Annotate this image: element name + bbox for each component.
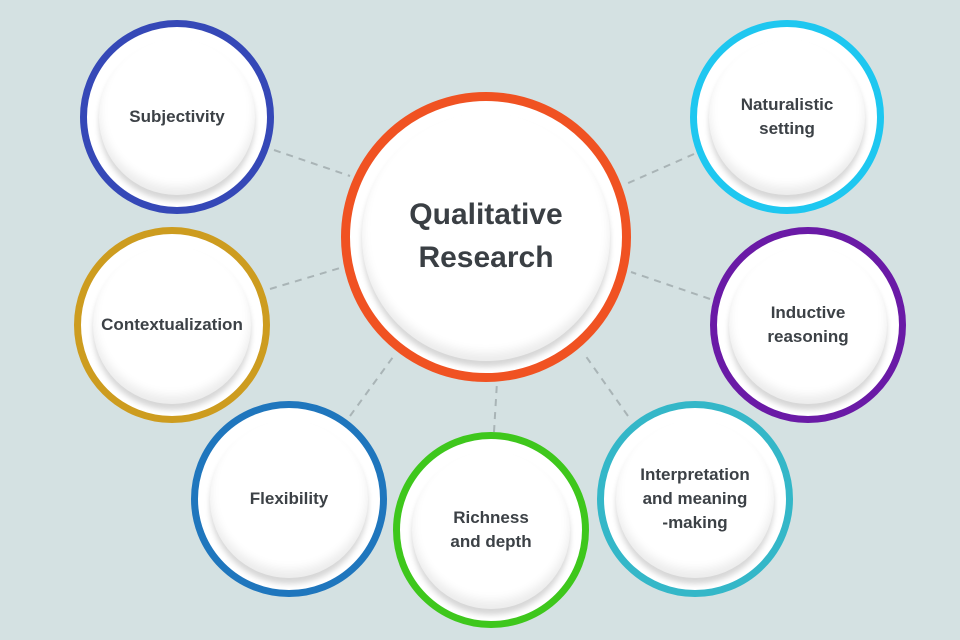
node-face: Interpretation and meaning -making: [616, 420, 774, 578]
connector-inductive: [630, 271, 711, 300]
node-richness-and-depth: Richness and depth: [393, 432, 589, 628]
hub-face: Qualitative Research: [362, 113, 610, 361]
node-naturalistic-setting: Naturalistic setting: [690, 20, 884, 214]
connector-contextualization: [269, 267, 341, 290]
node-label-naturalistic: Naturalistic setting: [740, 94, 834, 138]
node-face: Subjectivity: [99, 39, 255, 195]
node-face: Flexibility: [210, 420, 368, 578]
node-face: Inductive reasoning: [729, 246, 887, 404]
connector-flexibility: [349, 356, 394, 417]
node-contextualization: Contextualization: [74, 227, 270, 423]
connector-naturalistic: [625, 153, 695, 185]
node-interpretation: Interpretation and meaning -making: [597, 401, 793, 597]
hub-title: Qualitative Research: [409, 198, 563, 274]
connector-interpretation: [584, 354, 629, 417]
node-inductive-reasoning: Inductive reasoning: [710, 227, 906, 423]
node-label-interpretation: Interpretation and meaning -making: [640, 464, 750, 533]
node-label-contextualization: Contextualization: [101, 314, 243, 334]
node-label-subjectivity: Subjectivity: [129, 106, 225, 126]
node-subjectivity: Subjectivity: [80, 20, 274, 214]
node-face: Contextualization: [93, 246, 251, 404]
qualitative-research-hub: Qualitative Research: [341, 92, 631, 382]
node-flexibility: Flexibility: [191, 401, 387, 597]
node-face: Richness and depth: [412, 451, 570, 609]
node-face: Naturalistic setting: [709, 39, 865, 195]
connector-richness: [493, 381, 498, 433]
connector-subjectivity: [273, 149, 351, 177]
node-label-inductive: Inductive reasoning: [767, 302, 849, 346]
node-label-flexibility: Flexibility: [249, 488, 329, 508]
node-label-richness: Richness and depth: [450, 507, 532, 551]
